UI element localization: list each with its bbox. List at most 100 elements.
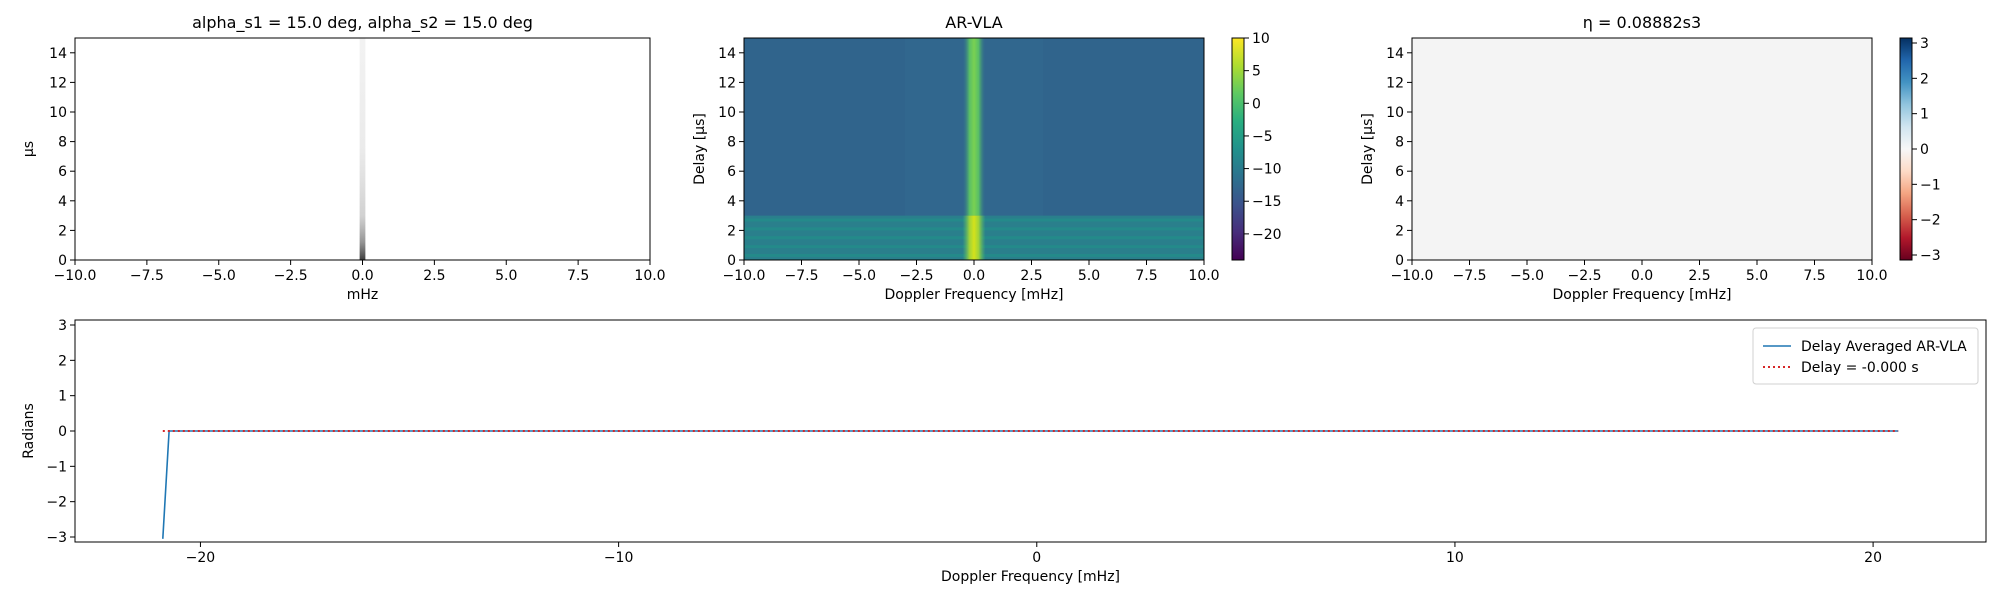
y-tick-label: 0	[1395, 253, 1404, 269]
colorbar-gradient	[1231, 37, 1245, 261]
legend-box	[1752, 327, 1979, 385]
x-tick-label: 7.5	[567, 268, 589, 284]
axes-frame	[74, 319, 1987, 543]
x-tick-label: −10.0	[723, 268, 766, 284]
y-tick-label: 6	[727, 164, 736, 180]
y-tick-label: 14	[718, 46, 736, 62]
legend-label-1: Delay = -0.000 s	[1801, 360, 1919, 376]
y-tick-label: 2	[58, 353, 67, 369]
x-tick-label: −7.5	[130, 268, 164, 284]
y-tick-label: 0	[58, 253, 67, 269]
colorbar-p2: 10 5 0 −5 −10 −15 −20	[1231, 31, 1282, 261]
y-tick-label: 2	[58, 223, 67, 239]
y-tick-label: 2	[727, 223, 736, 239]
x-tick-label: −2.5	[900, 268, 934, 284]
colorbar-gradient	[1899, 37, 1913, 261]
y-tick-label: 1	[58, 389, 67, 405]
y-tick-label: 4	[1395, 194, 1404, 210]
legend: Delay Averaged AR-VLA Delay = -0.000 s	[1752, 327, 1979, 385]
x-axis-label: Doppler Frequency [mHz]	[941, 569, 1120, 585]
x-tick-label: 2.5	[423, 268, 445, 284]
y-tick-label: 6	[1395, 164, 1404, 180]
y-tick-label: 12	[718, 75, 736, 91]
colorbar-tick-label: 2	[1920, 71, 1929, 87]
y-tick-label: 6	[58, 164, 67, 180]
x-tick-label: 0.0	[1631, 268, 1653, 284]
chart-title: alpha_s1 = 15.0 deg, alpha_s2 = 15.0 deg	[192, 13, 533, 33]
x-tick-label: 10.0	[1188, 268, 1219, 284]
x-tick-label: −2.5	[274, 268, 308, 284]
x-axis-label: Doppler Frequency [mHz]	[884, 287, 1063, 303]
y-tick-label: −1	[46, 459, 67, 475]
chart-title: η = 0.08882s3	[1583, 13, 1701, 32]
x-tick-label: −10	[604, 550, 634, 566]
x-tick-label: 7.5	[1135, 268, 1157, 284]
x-axis-label: Doppler Frequency [mHz]	[1552, 287, 1731, 303]
y-axis-label: Radians	[21, 403, 37, 459]
x-tick-label: −5.0	[842, 268, 876, 284]
y-tick-label: 4	[58, 194, 67, 210]
y-tick-label: −3	[46, 530, 67, 546]
y-tick-label: 8	[58, 135, 67, 151]
colorbar-tick-label: 10	[1252, 31, 1270, 47]
center-ridge	[962, 38, 986, 216]
y-tick-label: 8	[1395, 135, 1404, 151]
legend-label-0: Delay Averaged AR-VLA	[1801, 339, 1967, 355]
y-tick-label: 12	[1386, 75, 1404, 91]
x-tick-label: 20	[1864, 550, 1882, 566]
x-tick-label: 5.0	[1746, 268, 1768, 284]
y-tick-label: 3	[58, 318, 67, 334]
colorbar-tick-label: 0	[1252, 96, 1261, 112]
x-tick-label: 2.5	[1020, 268, 1042, 284]
colorbar-tick-label: −10	[1252, 162, 1282, 178]
panel-p3: −10.0 −7.5 −5.0 −2.5 0.0 2.5 5.0 7.5 10.0 0 2 4 6 8 10…	[1360, 13, 1888, 303]
y-tick-label: 14	[49, 46, 67, 62]
axes-frame	[743, 37, 1205, 261]
colorbar-tick-label: −2	[1920, 213, 1941, 229]
y-tick-label: 0	[58, 424, 67, 440]
x-tick-label: 10.0	[634, 268, 665, 284]
y-tick-label: 14	[1386, 46, 1404, 62]
colorbar-tick-label: 0	[1920, 142, 1929, 158]
colorbar-tick-label: −5	[1252, 129, 1273, 145]
x-axis-label: mHz	[347, 287, 379, 303]
panel-p2: −10.0 −7.5 −5.0 −2.5 0.0 2.5 5.0 7.5 10.0 0 2 4 6 8 10…	[692, 13, 1220, 303]
x-tick-label: −10.0	[54, 268, 97, 284]
y-axis-label: Delay [μs]	[692, 113, 708, 185]
x-tick-label: 0	[1032, 550, 1041, 566]
x-tick-label: 0.0	[351, 268, 373, 284]
colorbar-tick-label: −1	[1920, 177, 1941, 193]
chart-title: AR-VLA	[945, 13, 1002, 32]
colorbar-tick-label: 3	[1920, 36, 1929, 52]
x-tick-label: −5.0	[1510, 268, 1544, 284]
center-ridge-low-delay	[962, 215, 986, 260]
y-tick-label: 0	[727, 253, 736, 269]
panel-p1: −10.0 −7.5 −5.0 −2.5 0.0 2.5 5.0 7.5 10.0 0 2 4 6 8 10…	[21, 13, 666, 303]
colorbar-p3: 3 2 1 0 −1 −2 −3	[1899, 36, 1941, 264]
y-tick-label: −2	[46, 495, 67, 511]
y-tick-label: 10	[718, 105, 736, 121]
colorbar-tick-label: 1	[1920, 107, 1929, 123]
axes-frame	[74, 37, 651, 261]
x-tick-label: 10.0	[1856, 268, 1887, 284]
x-tick-label: 0.0	[963, 268, 985, 284]
colorbar-tick-label: −20	[1252, 227, 1282, 243]
y-tick-label: 8	[727, 135, 736, 151]
x-tick-label: 5.0	[495, 268, 517, 284]
colorbar-tick-label: 5	[1252, 64, 1261, 80]
x-tick-label: −7.5	[785, 268, 819, 284]
y-axis-label: µs	[21, 141, 37, 157]
x-tick-label: 7.5	[1803, 268, 1825, 284]
y-axis-label: Delay [μs]	[1360, 113, 1376, 185]
x-tick-label: 5.0	[1078, 268, 1100, 284]
x-tick-label: −10.0	[1391, 268, 1434, 284]
y-tick-label: 12	[49, 75, 67, 91]
phase-image	[1412, 38, 1872, 260]
x-tick-label: −20	[186, 550, 216, 566]
x-tick-label: −5.0	[202, 268, 236, 284]
x-tick-label: 2.5	[1688, 268, 1710, 284]
heatmap-image	[744, 38, 1204, 260]
x-tick-label: −7.5	[1453, 268, 1487, 284]
